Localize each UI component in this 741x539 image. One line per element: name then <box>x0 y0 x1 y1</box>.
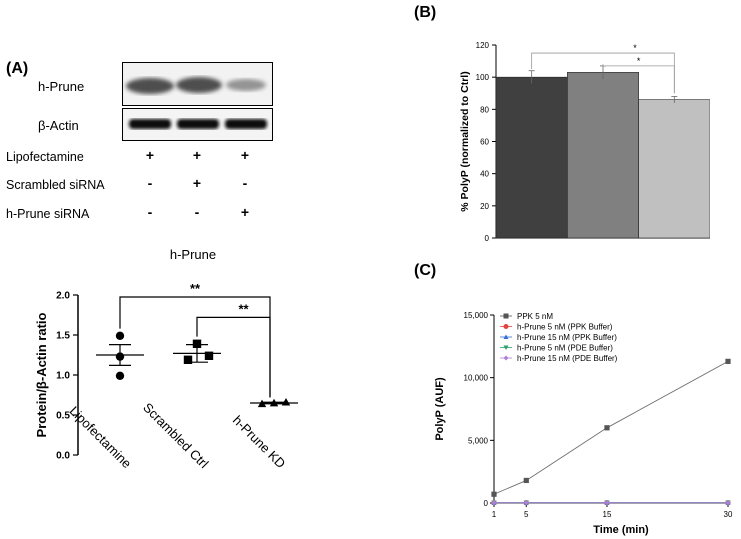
y-tick-label: 10,000 <box>464 374 489 383</box>
y-tick-label: 0 <box>485 234 490 243</box>
legend-marker <box>503 313 509 319</box>
bar <box>638 99 710 239</box>
chart-b-plot: 0 20 40 60 80 100 120 % PolyP (normalized to Ct… <box>459 41 710 243</box>
y-tick-label: 15,000 <box>464 311 489 320</box>
data-point <box>115 371 125 380</box>
legend-marker <box>503 345 509 350</box>
sign-r2-c3: - <box>242 175 248 191</box>
legend-label: h-Prune 15 nM (PDE Buffer) <box>517 354 618 363</box>
data-point <box>725 358 731 364</box>
y-tick-label: 100 <box>476 73 490 82</box>
sign-r3-c2: - <box>194 204 200 220</box>
y-axis-label: Protein/β-Actin ratio <box>34 312 49 437</box>
data-point <box>491 491 497 497</box>
y-axis-label: PolyP (AUF) <box>434 377 446 441</box>
treatment-label-scrambled: Scrambled siRNA <box>6 178 105 192</box>
blot-bands-hprune <box>123 63 272 105</box>
legend-label: h-Prune 5 nM (PDE Buffer) <box>517 344 613 353</box>
blot-row-label-hprune: h-Prune <box>38 79 85 94</box>
legend-marker <box>503 355 509 361</box>
bar <box>567 72 639 239</box>
y-tick-label: 5,000 <box>468 436 489 445</box>
chart-a-scatter: h-Prune 0.0 0.5 1.0 1.5 2.0 Protein/β-Actin r… <box>34 247 298 471</box>
x-tick-label: 5 <box>524 510 529 519</box>
significance-bracket <box>602 64 675 94</box>
y-tick-label: 0.0 <box>56 451 70 462</box>
y-tick-label: 2.0 <box>56 291 70 302</box>
chart-a-title: h-Prune <box>170 247 216 262</box>
data-point <box>257 399 267 408</box>
significance-label: * <box>633 43 637 53</box>
blot-bands-actin <box>123 109 272 140</box>
x-tick-label: Lipofectamine <box>67 403 135 471</box>
data-point <box>491 500 497 506</box>
sign-r3-c1: - <box>147 204 153 220</box>
legend-label: h-Prune 15 nM (PPK Buffer) <box>517 333 617 342</box>
data-point <box>204 351 214 360</box>
data-point <box>523 477 529 484</box>
y-axis-label: % PolyP (normalized to Ctrl) <box>459 71 471 211</box>
x-axis-label: Time (min) <box>593 524 649 536</box>
x-tick-label: 15 <box>603 510 612 519</box>
legend-label: PPK 5 nM <box>517 312 553 321</box>
data-point <box>281 398 291 406</box>
data-point <box>604 425 610 431</box>
sign-r1-c2: + <box>192 147 202 163</box>
treatment-label-lipofectamine: Lipofectamine <box>6 150 84 164</box>
sign-r2-c2: + <box>192 175 202 191</box>
data-point <box>115 331 125 340</box>
significance-label: * <box>637 56 641 66</box>
sign-r2-c1: - <box>147 175 153 191</box>
bar <box>495 76 568 239</box>
x-tick-label: Scrambled Ctrl <box>140 400 211 471</box>
y-tick-label: 0.5 <box>56 411 70 422</box>
significance-bracket <box>196 316 271 398</box>
sign-r3-c3: + <box>240 204 250 220</box>
panel-c-label: (C) <box>414 262 437 279</box>
x-tick-label: h-Prune KD <box>230 412 289 471</box>
legend-marker <box>503 334 509 339</box>
significance-label: ** <box>190 281 201 296</box>
sign-r1-c3: + <box>240 147 250 163</box>
series-line <box>493 360 729 495</box>
panel-b-label: (B) <box>414 4 437 21</box>
data-point <box>192 339 202 348</box>
blot-image-actin <box>122 108 273 141</box>
y-tick-label: 120 <box>476 41 490 50</box>
y-tick-label: 0 <box>484 499 489 508</box>
significance-label: ** <box>238 301 249 316</box>
data-point <box>183 355 193 364</box>
treatment-label-hprune-sirna: h-Prune siRNA <box>6 207 90 221</box>
chart-b-bar: 0 20 40 60 80 100 120 % PolyP (normalized to Ct… <box>459 41 710 243</box>
y-tick-label: 80 <box>480 105 489 114</box>
y-tick-label: 1.5 <box>56 331 70 342</box>
y-tick-label: 40 <box>480 170 489 179</box>
chart-a-plot: 0.0 0.5 1.0 1.5 2.0 Protein/β-Actin ratio Lipo… <box>34 281 298 471</box>
legend-marker <box>503 324 509 329</box>
data-point <box>115 352 125 361</box>
blot-row-label-actin: β-Actin <box>38 118 79 133</box>
panel-a-label: (A) <box>6 60 29 77</box>
data-point <box>269 398 279 407</box>
legend-label: h-Prune 5 nM (PPK Buffer) <box>517 323 613 332</box>
blot-image-hprune <box>122 62 273 106</box>
x-tick-label: 30 <box>724 510 733 519</box>
y-tick-label: 20 <box>480 202 489 211</box>
y-tick-label: 1.0 <box>56 371 70 382</box>
sign-r1-c1: + <box>145 147 155 163</box>
x-tick-label: 1 <box>492 510 497 519</box>
y-tick-label: 60 <box>480 138 489 147</box>
